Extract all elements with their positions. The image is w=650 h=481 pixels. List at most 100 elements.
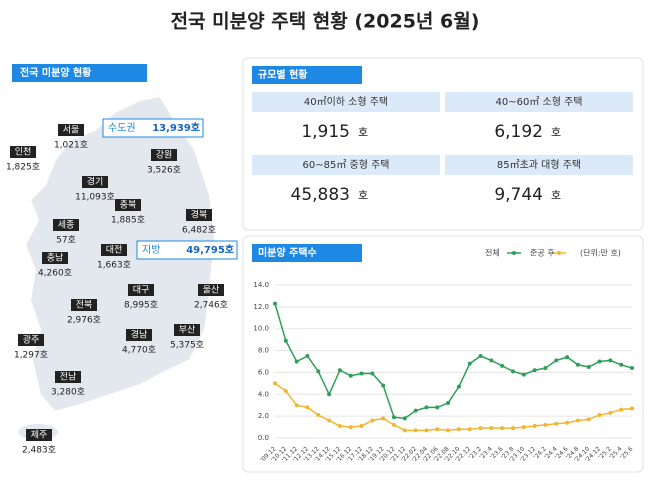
data-point	[359, 371, 364, 376]
region-name-bg	[101, 244, 127, 256]
data-point	[565, 420, 570, 425]
data-point	[500, 363, 505, 368]
data-point	[511, 426, 515, 431]
data-point	[370, 371, 375, 376]
region-name-bg	[18, 334, 44, 346]
series-line	[274, 303, 633, 420]
data-point	[500, 426, 505, 431]
data-point	[294, 359, 299, 364]
region-name-bg	[186, 209, 212, 221]
size-cell-value: 9,744	[494, 185, 543, 205]
y-tick-label: 10.0	[253, 325, 269, 333]
region-value: 2,746호	[194, 300, 228, 311]
y-tick-label: 4.0	[258, 390, 269, 398]
region-name: 서울	[63, 125, 80, 136]
series-line	[274, 382, 633, 432]
callout-value: 49,795호	[186, 243, 234, 256]
data-point	[467, 361, 472, 366]
y-tick-label: 6.0	[258, 368, 269, 376]
map-label: 전국 미분양 현황	[20, 66, 92, 79]
region-value: 4,260호	[38, 268, 72, 279]
data-point	[273, 301, 277, 306]
region-name: 부산	[179, 325, 196, 336]
region-value: 1,885호	[111, 215, 145, 226]
size-cell-name: 40~60㎡ 소형 주택	[496, 96, 583, 108]
data-point	[381, 416, 386, 421]
data-point	[575, 418, 580, 423]
size-cell-name: 60~85㎡ 중형 주택	[303, 159, 390, 171]
data-point	[630, 406, 634, 411]
region-name: 대전	[106, 245, 123, 256]
chart-panel	[242, 235, 644, 473]
region-value: 1,825호	[6, 162, 40, 173]
data-point	[424, 428, 429, 433]
region-name-bg	[174, 324, 200, 336]
data-point	[283, 389, 288, 394]
region-name-bg	[128, 284, 154, 296]
y-tick-label: 14.0	[253, 281, 269, 289]
data-point	[521, 425, 526, 430]
data-point	[554, 358, 559, 363]
region-value: 57호	[56, 235, 76, 246]
size-cell-head	[252, 155, 440, 175]
title: 전국 미분양 주택 현황 (2025년 6월)	[171, 10, 480, 33]
data-point	[532, 368, 537, 373]
region-name: 제주	[31, 430, 48, 441]
data-point	[511, 369, 515, 374]
data-point	[370, 418, 375, 423]
size-cell-value: 1,915	[301, 122, 350, 142]
region-name: 광주	[23, 334, 40, 346]
data-point	[630, 366, 634, 371]
data-point	[327, 392, 332, 397]
chart-title: 미분양 주택수	[258, 246, 317, 259]
data-point	[305, 405, 310, 410]
region-name-bg	[58, 124, 84, 136]
data-point	[543, 366, 548, 371]
data-point	[413, 428, 418, 433]
region-name: 전남	[60, 372, 77, 383]
region-name-bg	[115, 199, 141, 211]
data-point	[543, 422, 548, 427]
callout-value: 13,939호	[152, 121, 200, 134]
size-cell-head	[445, 155, 633, 175]
legend-label: 준공 후	[530, 249, 555, 258]
region-name-bg	[10, 146, 36, 158]
data-point	[316, 413, 321, 418]
data-point	[402, 416, 407, 421]
region-value: 1,021호	[54, 140, 88, 151]
data-point	[532, 423, 537, 428]
data-point	[467, 427, 472, 432]
region-value: 8,995호	[124, 300, 158, 311]
region-name: 세종	[58, 220, 75, 231]
data-point	[327, 418, 332, 423]
size-cell-unit: 호	[551, 189, 561, 202]
region-value: 6,482호	[182, 225, 216, 236]
region-name: 충북	[120, 200, 137, 211]
region-name: 충남	[47, 253, 64, 264]
data-point	[565, 355, 570, 360]
data-point	[575, 362, 580, 367]
region-name-bg	[71, 299, 97, 311]
data-point	[554, 421, 559, 426]
data-point	[337, 423, 342, 428]
callout-box	[136, 240, 238, 260]
data-point	[283, 338, 288, 343]
size-label-bg	[252, 66, 362, 84]
size-cell-head	[252, 92, 440, 112]
region-value: 2,976호	[67, 315, 101, 326]
data-point	[359, 423, 364, 428]
data-point	[586, 364, 591, 369]
size-cell-unit: 호	[551, 126, 561, 139]
data-point	[489, 358, 494, 363]
data-point	[316, 369, 321, 374]
data-point	[392, 422, 396, 427]
region-name: 울산	[203, 285, 220, 296]
size-cell-value: 6,192	[494, 122, 543, 142]
size-cell-head	[445, 92, 633, 112]
size-cell-name: 40㎡이하 소형 주택	[304, 95, 388, 108]
data-point	[597, 359, 602, 364]
region-value: 4,770호	[122, 345, 156, 356]
data-point	[608, 410, 613, 415]
callout-name: 수도권	[108, 122, 136, 134]
